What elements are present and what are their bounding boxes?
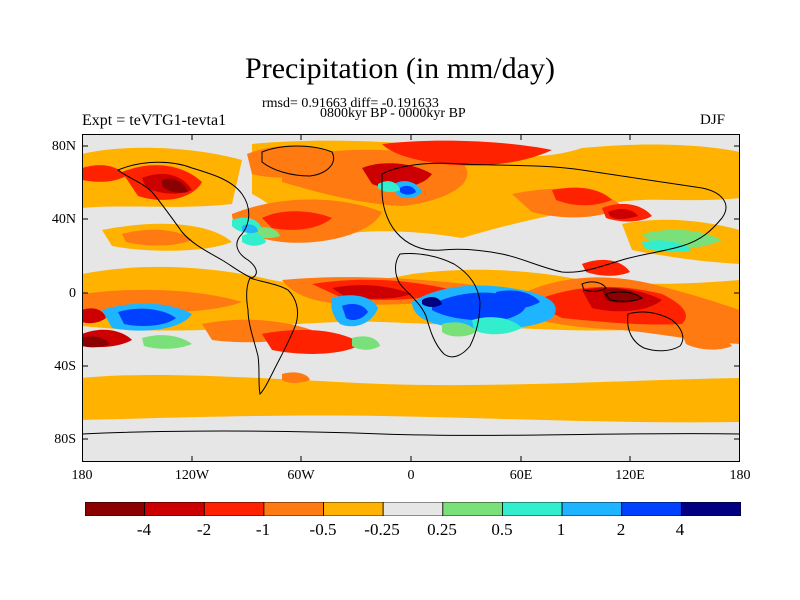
colorbar-label: -0.25 [364,520,400,539]
lon-label-180w: 180 [71,468,93,483]
period-line: 0800kyr BP - 0000kyr BP [320,106,466,121]
lon-label-0: 0 [407,468,415,483]
map-title: Precipitation (in mm/day) [245,52,555,85]
colorbar-label: -1 [255,520,271,539]
anomaly-fields [82,140,740,423]
lon-label-60w: 60W [287,468,315,483]
colorbar-swatch [680,502,741,516]
coastlines [82,145,740,436]
lon-label-180e: 180 [729,468,751,483]
lat-label-80n: 80N [51,139,76,154]
lon-label-120e: 120E [615,468,645,483]
colorbar-swatch [502,502,563,516]
lon-label-60e: 60E [509,468,533,483]
colorbar-swatch [203,502,265,516]
precipitation-map [82,134,740,462]
colorbar-swatch [323,502,384,516]
lon-label-120w: 120W [174,468,210,483]
colorbar-swatch [442,502,503,516]
colorbar-swatch [382,502,444,516]
colorbar-swatch [621,502,682,516]
stats-line: rmsd= 0.91663 diff= -0.191633 [262,96,439,111]
colorbar-swatch [144,502,205,516]
colorbar [85,502,741,516]
colorbar-swatch [85,502,146,516]
lat-label-0: 0 [69,286,76,301]
lat-label-80s: 80S [54,432,76,447]
colorbar-label: -0.5 [309,520,337,539]
colorbar-swatch [561,502,623,516]
experiment-label: Expt = teVTG1-tevta1 [82,112,227,129]
lat-label-40n: 40N [51,212,76,227]
colorbar-label: 4 [675,520,685,539]
lat-label-40s: 40S [54,359,76,374]
colorbar-label: 0.5 [491,520,513,539]
colorbar-swatch [263,502,324,516]
colorbar-label: 1 [556,520,566,539]
colorbar-label: 2 [616,520,626,539]
colorbar-label: 0.25 [427,520,457,539]
season-label: DJF [700,112,726,128]
colorbar-label: -4 [136,520,152,539]
colorbar-label: -2 [196,520,212,539]
